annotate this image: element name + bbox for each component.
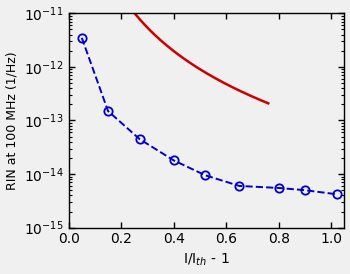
Y-axis label: RIN at 100 MHz (1/Hz): RIN at 100 MHz (1/Hz) — [6, 51, 19, 190]
X-axis label: I/I$_{th}$ - 1: I/I$_{th}$ - 1 — [183, 252, 230, 269]
